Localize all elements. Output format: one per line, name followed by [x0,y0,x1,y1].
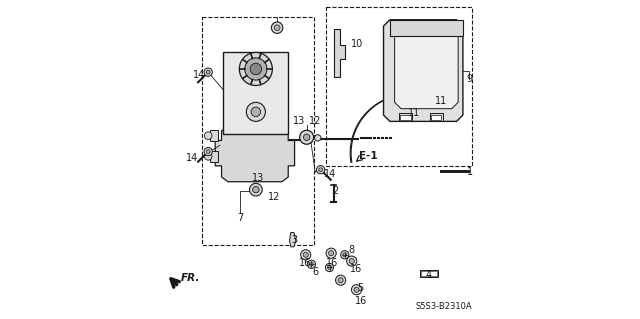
Circle shape [251,107,260,117]
Circle shape [328,266,332,269]
Circle shape [206,150,210,153]
Polygon shape [395,33,458,109]
Bar [202,17,314,245]
Text: 10: 10 [351,39,364,48]
Text: 8: 8 [348,245,354,255]
Circle shape [351,285,362,295]
Circle shape [244,58,267,80]
Text: 12: 12 [309,116,321,126]
Text: 2: 2 [332,186,339,196]
Circle shape [347,256,357,266]
Circle shape [328,251,333,256]
Text: 16: 16 [355,296,367,306]
Polygon shape [289,233,296,247]
Circle shape [349,259,355,264]
Circle shape [354,287,359,292]
Text: 16: 16 [326,258,338,268]
Polygon shape [288,132,310,140]
Text: FR.: FR. [181,273,200,283]
Circle shape [326,248,336,258]
Bar [223,51,288,134]
Circle shape [250,183,262,196]
Circle shape [340,251,349,259]
Circle shape [303,252,308,257]
Text: 5: 5 [358,283,364,293]
Circle shape [204,68,212,76]
Circle shape [343,253,347,257]
Text: E-1: E-1 [359,151,378,161]
Circle shape [253,187,259,193]
Circle shape [206,70,210,74]
Text: 3: 3 [291,235,297,246]
Polygon shape [215,126,294,182]
Text: 9: 9 [467,73,473,84]
Text: 1: 1 [467,167,473,177]
Text: 14: 14 [324,169,336,179]
Bar [420,270,438,277]
Circle shape [315,135,321,141]
Circle shape [301,250,311,260]
Bar [401,115,410,120]
Text: S5S3-B2310A: S5S3-B2310A [416,302,472,311]
Bar [211,130,218,141]
Text: 13: 13 [293,116,305,126]
Text: 14: 14 [186,153,198,163]
Circle shape [246,102,266,122]
Text: 14: 14 [193,70,205,80]
Circle shape [204,132,212,139]
Text: 6: 6 [313,267,319,277]
Circle shape [271,22,283,33]
Text: 7: 7 [237,213,243,223]
Text: 11: 11 [435,96,447,106]
Circle shape [310,263,314,266]
Bar [429,114,443,122]
Text: 4: 4 [426,271,432,280]
Polygon shape [383,20,463,122]
Text: 11: 11 [408,108,420,118]
Circle shape [239,52,273,85]
Circle shape [303,134,310,140]
Circle shape [335,275,346,285]
Circle shape [204,152,212,160]
Bar [399,114,412,122]
Circle shape [307,260,316,269]
Bar [431,115,442,120]
Text: 13: 13 [252,173,264,183]
Text: 16: 16 [350,264,362,274]
Bar [211,151,218,162]
Circle shape [300,130,314,144]
Text: 16: 16 [299,258,311,268]
Bar [326,7,472,166]
Polygon shape [334,29,346,77]
Bar [390,20,463,36]
Circle shape [325,263,333,271]
Circle shape [319,168,323,172]
Bar [421,271,436,276]
Circle shape [317,166,324,174]
Circle shape [275,25,280,31]
Text: 12: 12 [268,192,280,202]
Circle shape [338,278,343,283]
Circle shape [204,147,212,156]
Circle shape [250,63,262,75]
